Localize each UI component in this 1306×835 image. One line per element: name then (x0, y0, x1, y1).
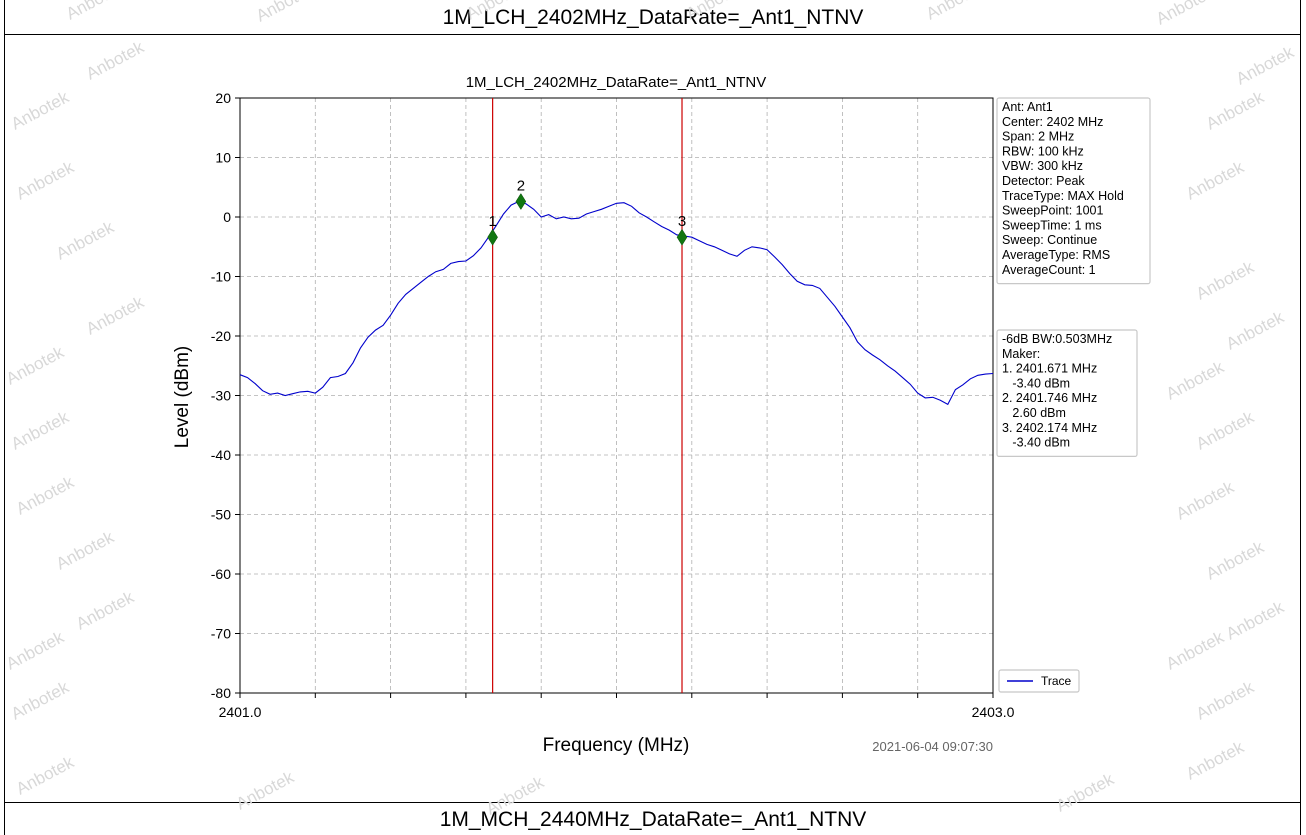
info-box-line: TraceType: MAX Hold (1002, 189, 1124, 203)
watermark-text: Anbotek (923, 0, 987, 24)
watermark-text: Anbotek (1203, 87, 1267, 133)
y-tick-label: 10 (215, 150, 231, 166)
watermark-text: Anbotek (1193, 257, 1257, 303)
watermark-text: Anbotek (1193, 677, 1257, 723)
next-section-title: 1M_MCH_2440MHz_DataRate=_Ant1_NTNV (439, 808, 867, 831)
info-box-line: Center: 2402 MHz (1002, 115, 1103, 129)
legend-box (998, 669, 1080, 693)
marker-box-line: -6dB BW:0.503MHz (1002, 332, 1112, 346)
watermark-text: Anbotek (683, 0, 747, 24)
watermark-text: Anbotek (1173, 477, 1237, 523)
top-title-band (4, 0, 1301, 34)
y-tick-label: 0 (223, 209, 231, 225)
y-tick-label: -50 (211, 507, 231, 523)
marker-diamond (676, 228, 688, 246)
y-tick-label: -80 (211, 685, 231, 701)
y-tick-label: -60 (211, 566, 231, 582)
watermark-text: Anbotek (3, 627, 67, 673)
info-box-line: VBW: 300 kHz (1002, 159, 1083, 173)
watermark-text: Anbotek (8, 407, 72, 453)
watermark-text: Anbotek (8, 677, 72, 723)
timestamp: 2021-06-04 09:07:30 (872, 739, 993, 754)
info-box-line: SweepTime: 1 ms (1002, 218, 1102, 232)
watermark-text: Anbotek (463, 0, 527, 24)
x-tick-label: 2401.0 (219, 704, 262, 720)
marker-box-line: 2. 2401.746 MHz (1002, 391, 1097, 405)
watermark-text: Anbotek (13, 157, 77, 203)
watermark-text: Anbotek (8, 87, 72, 133)
watermark-text: Anbotek (73, 587, 137, 633)
y-tick-label: 20 (215, 90, 231, 106)
info-box-line: RBW: 100 kHz (1002, 144, 1084, 158)
watermark-text: Anbotek (53, 527, 117, 573)
watermark-text: Anbotek (1223, 597, 1287, 643)
y-tick-label: -20 (211, 328, 231, 344)
chart-title: 1M_LCH_2402MHz_DataRate=_Ant1_NTNV (466, 74, 767, 91)
y-tick-label: -30 (211, 388, 231, 404)
watermark-text: Anbotek (13, 472, 77, 518)
marker-box-line: 1. 2401.671 MHz (1002, 362, 1097, 376)
marker-label: 3 (678, 213, 686, 230)
watermark-text: Anbotek (1163, 357, 1227, 403)
watermark-text: Anbotek (3, 342, 67, 388)
watermark-text: Anbotek (53, 217, 117, 263)
legend-label: Trace (1041, 674, 1072, 688)
bottom-title-band (4, 803, 1301, 835)
trace-line (239, 200, 994, 406)
y-tick-label: -70 (211, 626, 231, 642)
y-tick-label: -10 (211, 269, 231, 285)
marker-box-line: 3. 2402.174 MHz (1002, 421, 1097, 435)
marker-box-line: Maker: (1002, 347, 1040, 361)
info-box-line: Ant: Ant1 (1002, 100, 1053, 114)
info-box-border (996, 97, 1151, 285)
watermark-text: Anbotek (63, 0, 127, 24)
watermark-text: Anbotek (233, 767, 297, 813)
x-tick-label: 2403.0 (972, 704, 1015, 720)
watermark-text: Anbotek (1193, 407, 1257, 453)
watermark-text: Anbotek (83, 37, 147, 83)
info-box-line: AverageCount: 1 (1002, 263, 1096, 277)
watermark-text: Anbotek (1163, 627, 1227, 673)
watermark-text: Anbotek (1053, 769, 1117, 815)
info-box-line: AverageType: RMS (1002, 248, 1110, 262)
watermark-text: Anbotek (1153, 0, 1217, 29)
y-axis-label: Level (dBm) (172, 346, 193, 448)
chart-frame (4, 34, 1301, 803)
watermark-text: Anbotek (1183, 737, 1247, 783)
watermark-text: Anbotek (253, 0, 317, 26)
report-section-title: 1M_LCH_2402MHz_DataRate=_Ant1_NTNV (442, 6, 864, 29)
marker-box-line: -3.40 dBm (1002, 436, 1070, 450)
marker-box-border (996, 329, 1138, 458)
watermark-text: Anbotek (1183, 157, 1247, 203)
chart-axes: 20 10 0 -10 -20 -30 -40 -50 -60 -70 -80 2401.0 2403.… (211, 90, 1015, 720)
info-box-line: Span: 2 MHz (1002, 130, 1074, 144)
marker-diamond (515, 193, 527, 211)
x-axis-label: Frequency (MHz) (543, 735, 690, 756)
chart-grid (240, 98, 993, 693)
marker-label: 2 (517, 178, 525, 195)
marker-box-line: 2.60 dBm (1002, 406, 1066, 420)
info-box-line: Detector: Peak (1002, 174, 1085, 188)
watermark-text: Anbotek (13, 752, 77, 798)
watermark-text: Anbotek (1203, 537, 1267, 583)
watermark-text: Anbotek (1223, 307, 1287, 353)
marker-diamond (487, 228, 498, 246)
marker-box-line: -3.40 dBm (1002, 376, 1070, 390)
info-box-line: SweepPoint: 1001 (1002, 204, 1104, 218)
info-box-line: Sweep: Continue (1002, 233, 1097, 247)
y-tick-label: -40 (211, 447, 231, 463)
watermark-text: Anbotek (1233, 42, 1297, 88)
watermark-text: Anbotek (483, 772, 547, 818)
marker-label: 1 (488, 213, 496, 230)
watermark-text: Anbotek (83, 292, 147, 338)
chart-plot-area: 1 2 3 (239, 98, 994, 693)
